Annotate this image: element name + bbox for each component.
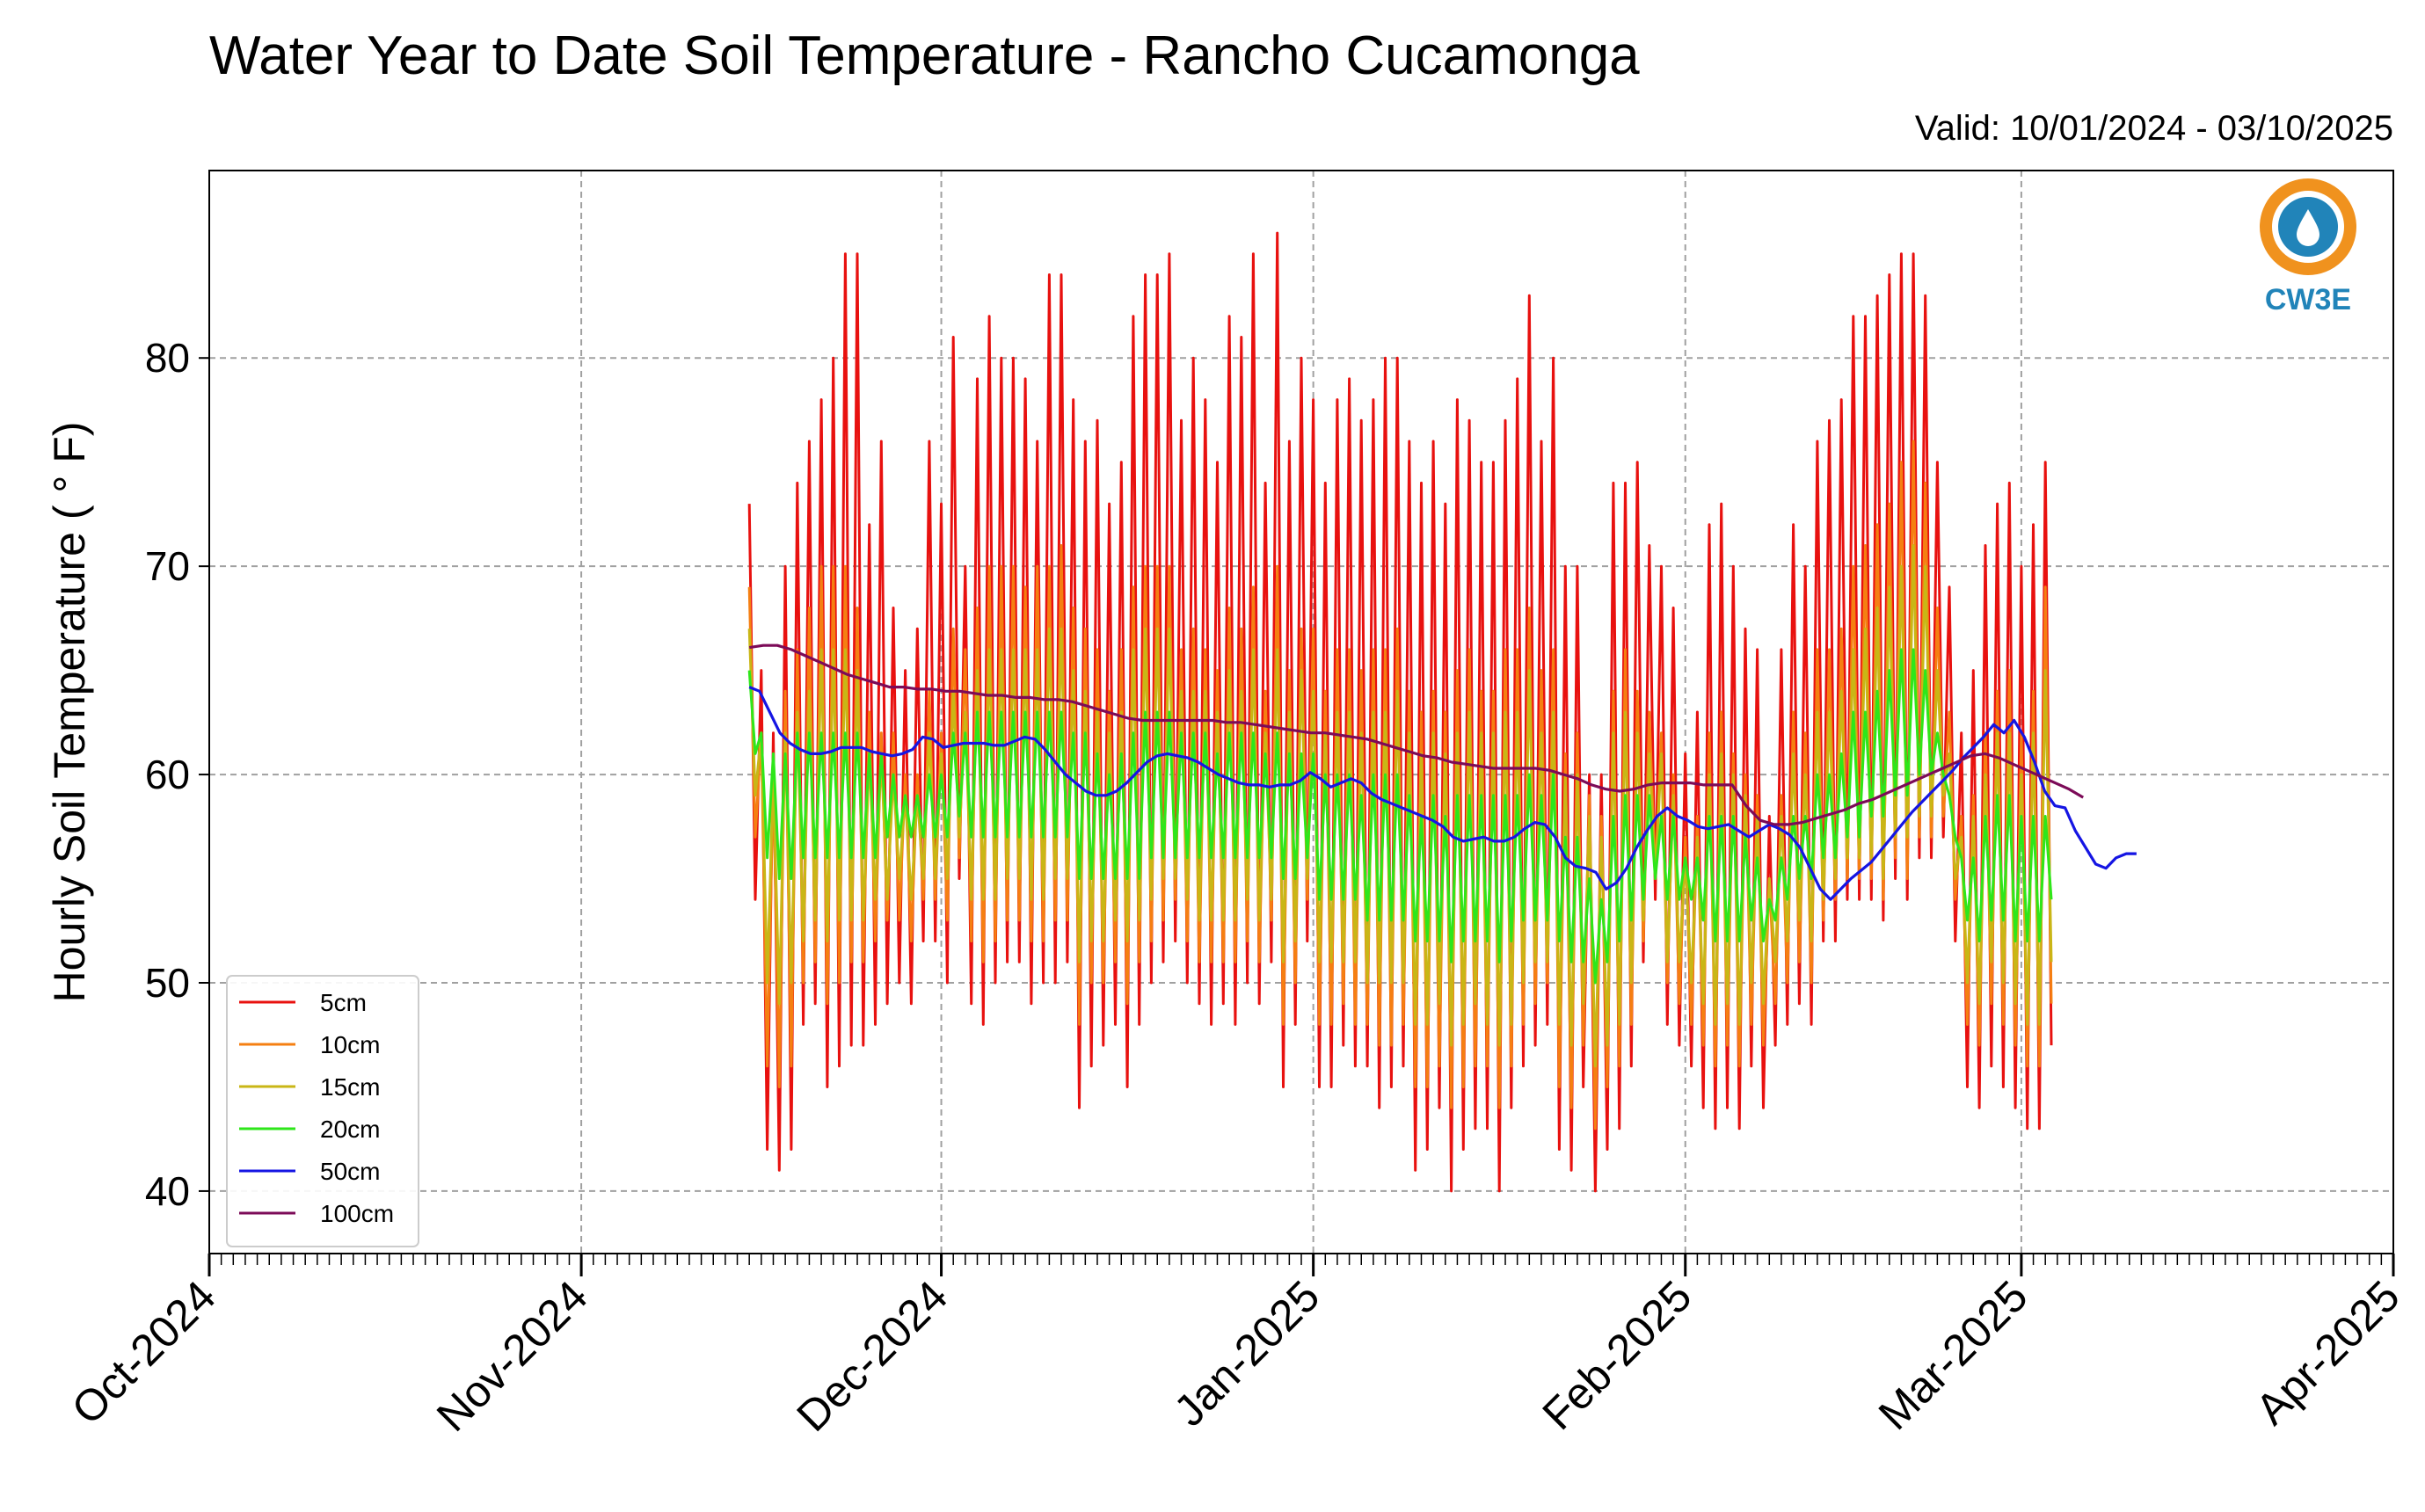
y-tick-label: 70 (145, 543, 190, 589)
legend-label: 50cm (320, 1158, 380, 1185)
series-layer (747, 231, 2137, 1193)
y-axis-label: Hourly Soil Temperature ( ° F) (45, 422, 94, 1003)
x-tick-label: Nov-2024 (427, 1271, 597, 1441)
y-tick-label: 80 (145, 335, 190, 381)
x-tick-label: Jan-2025 (1164, 1271, 1329, 1436)
cw3e-logo: CW3E (2260, 178, 2356, 316)
legend-label: 20cm (320, 1116, 380, 1143)
logo-ring (2260, 178, 2356, 275)
water-drop-icon (2297, 209, 2319, 246)
legend: 5cm 10cm 15cm 20cm 50cm 100cm (226, 975, 419, 1247)
series-line-50cm (748, 686, 2137, 901)
chart-title: Water Year to Date Soil Temperature - Ra… (209, 25, 1640, 86)
x-tick-label: Apr-2025 (2247, 1271, 2409, 1434)
x-tick-label: Mar-2025 (1869, 1271, 2037, 1439)
legend-label: 10cm (320, 1031, 380, 1058)
series-line-20cm (747, 648, 2053, 985)
series-line-100cm (748, 643, 2085, 826)
x-tick-label: Dec-2024 (787, 1271, 957, 1441)
legend-label: 100cm (320, 1200, 394, 1227)
x-tick-label: Feb-2025 (1533, 1271, 1701, 1439)
x-tick-label: Oct-2024 (62, 1271, 225, 1434)
y-tick-label: 50 (145, 960, 190, 1006)
chart-subtitle: Valid: 10/01/2024 - 03/10/2025 (1914, 109, 2393, 148)
y-tick-label: 40 (145, 1168, 190, 1214)
y-tick-label: 60 (145, 752, 190, 797)
logo-text: CW3E (2265, 283, 2351, 316)
legend-label: 5cm (320, 989, 367, 1016)
legend-label: 15cm (320, 1073, 380, 1101)
